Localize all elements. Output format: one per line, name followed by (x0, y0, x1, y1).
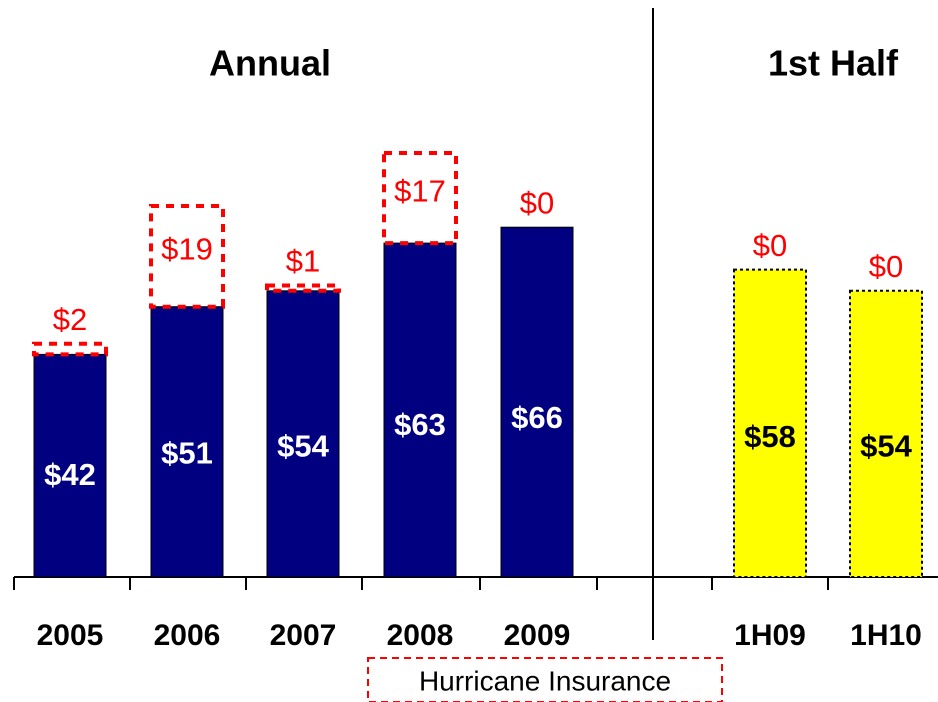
bar-label: $42 (44, 457, 96, 492)
insurance-label: $2 (53, 302, 87, 337)
legend-box (367, 657, 723, 702)
x-tick-label: 2007 (270, 619, 337, 652)
insurance-label: $0 (520, 185, 554, 220)
bar-label: $51 (161, 436, 213, 471)
insurance-bar (149, 204, 225, 309)
bar-label: $66 (511, 400, 563, 435)
bar (500, 226, 574, 578)
bar (849, 289, 923, 578)
x-tick-label: 2005 (37, 619, 104, 652)
bar-label: $58 (744, 419, 796, 454)
x-tick-label: 1H10 (850, 619, 922, 652)
x-tick-label: 2009 (504, 619, 571, 652)
insurance-bar (382, 151, 458, 246)
bar (266, 290, 340, 578)
insurance-bar (32, 341, 108, 357)
bar-label: $63 (394, 407, 446, 442)
bar (33, 353, 107, 578)
bar-label: $54 (277, 428, 329, 463)
insurance-label: $17 (394, 174, 446, 209)
x-tick-label: 1H09 (734, 619, 806, 652)
insurance-label: $19 (161, 232, 213, 267)
x-tick-label: 2008 (387, 619, 454, 652)
insurance-label: $1 (286, 244, 320, 279)
legend-label: Hurricane Insurance (419, 665, 671, 696)
x-tick-label: 2006 (154, 619, 221, 652)
section-title: Annual (209, 43, 331, 84)
insurance-label: $0 (869, 249, 903, 284)
bar (733, 268, 807, 578)
bar (150, 306, 224, 578)
bar-label: $54 (860, 428, 912, 463)
section-title: 1st Half (768, 43, 899, 84)
insurance-bar (265, 283, 341, 293)
insurance-label: $0 (753, 228, 787, 263)
